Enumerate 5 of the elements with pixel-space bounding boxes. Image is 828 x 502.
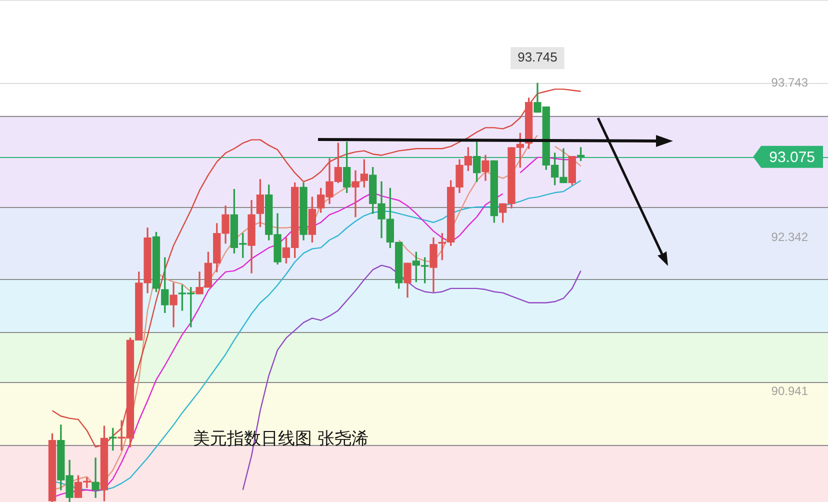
y-tick-label: 90.941 [771, 384, 808, 398]
y-tick-label: 92.342 [771, 230, 808, 244]
y-tick-label: 93.743 [771, 76, 808, 90]
ref-line-label: 93.075 [769, 149, 816, 166]
annotation: 93.745 [518, 50, 558, 65]
